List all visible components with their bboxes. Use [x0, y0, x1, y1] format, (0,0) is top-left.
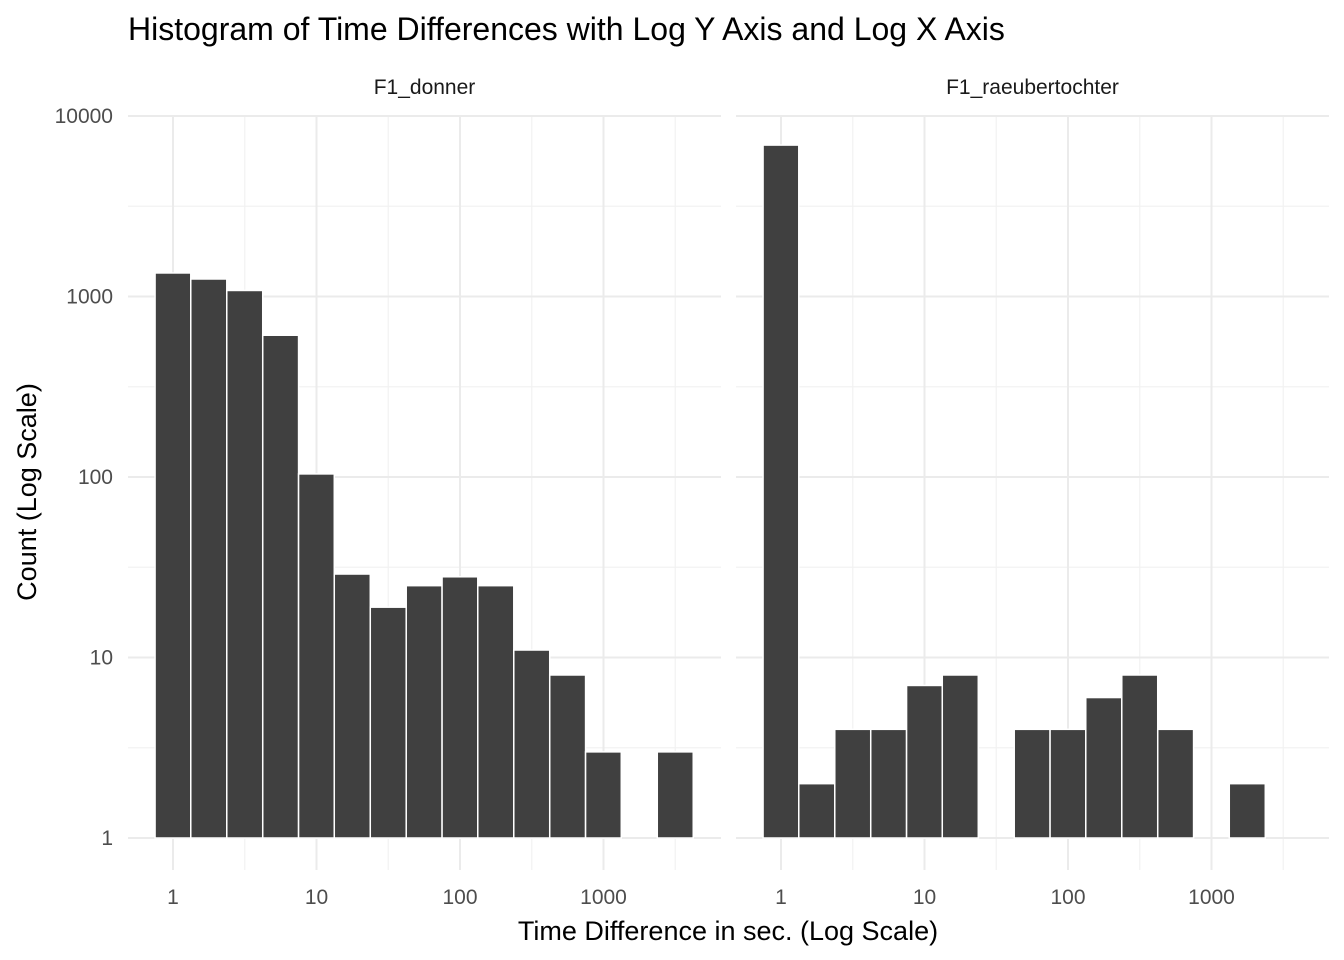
histogram-bar: [1013, 728, 1051, 839]
facet-panel: F1_donner 1 10 100 1000: [128, 76, 721, 909]
y-tick-label: 10000: [55, 105, 113, 128]
histogram-bar: [941, 674, 980, 839]
histogram-bar: [513, 649, 551, 839]
histogram-bar: [1156, 728, 1195, 839]
histogram-bar: [656, 751, 694, 839]
x-tick-label: 10: [305, 886, 328, 909]
histogram-bar: [333, 573, 372, 839]
x-tick-label: 100: [1050, 886, 1085, 909]
histogram-bar: [297, 473, 336, 839]
histogram-bar: [1228, 782, 1267, 839]
histogram-bar: [1085, 696, 1123, 839]
x-tick-label: 1000: [580, 886, 627, 909]
histogram-bar: [261, 334, 300, 839]
x-tick-label: 100: [442, 886, 477, 909]
facet-panels: F1_donner 1 10 100 1000 F1_raeubertochter 1 10 1…: [128, 76, 1329, 909]
histogram-bar: [154, 272, 192, 839]
histogram-bar: [762, 144, 800, 839]
facet-label: F1_raeubertochter: [946, 76, 1119, 99]
histogram-bar: [905, 684, 944, 839]
y-axis-ticks: 1 10 100 1000 10000: [55, 105, 113, 850]
facet-panel: F1_raeubertochter 1 10 100 1000: [736, 76, 1329, 909]
y-axis-title: Count (Log Scale): [12, 383, 42, 601]
y-tick-label: 100: [78, 466, 113, 489]
x-tick-label: 1000: [1188, 886, 1235, 909]
y-tick-label: 1: [101, 827, 113, 850]
histogram-bar: [369, 606, 407, 839]
histogram-bar: [405, 584, 443, 839]
histogram-bar: [1121, 674, 1159, 839]
chart-title: Histogram of Time Differences with Log Y…: [128, 11, 1005, 47]
histogram-bar: [834, 728, 872, 839]
histogram-bar: [477, 584, 515, 839]
facet-label: F1_donner: [374, 76, 476, 99]
histogram-bar: [190, 278, 228, 839]
histogram-bar: [584, 751, 623, 839]
y-tick-label: 10: [90, 647, 113, 670]
histogram-bar: [226, 289, 264, 839]
y-tick-label: 1000: [66, 286, 113, 309]
x-axis-title: Time Difference in sec. (Log Scale): [518, 916, 938, 946]
histogram-bar: [869, 728, 908, 839]
histogram-bar: [441, 576, 479, 839]
x-tick-label: 1: [167, 886, 179, 909]
x-tick-label: 10: [913, 886, 936, 909]
histogram-bar: [548, 674, 587, 839]
histogram-bar: [798, 782, 836, 839]
histogram-bar: [1049, 728, 1087, 839]
x-tick-label: 1: [775, 886, 787, 909]
